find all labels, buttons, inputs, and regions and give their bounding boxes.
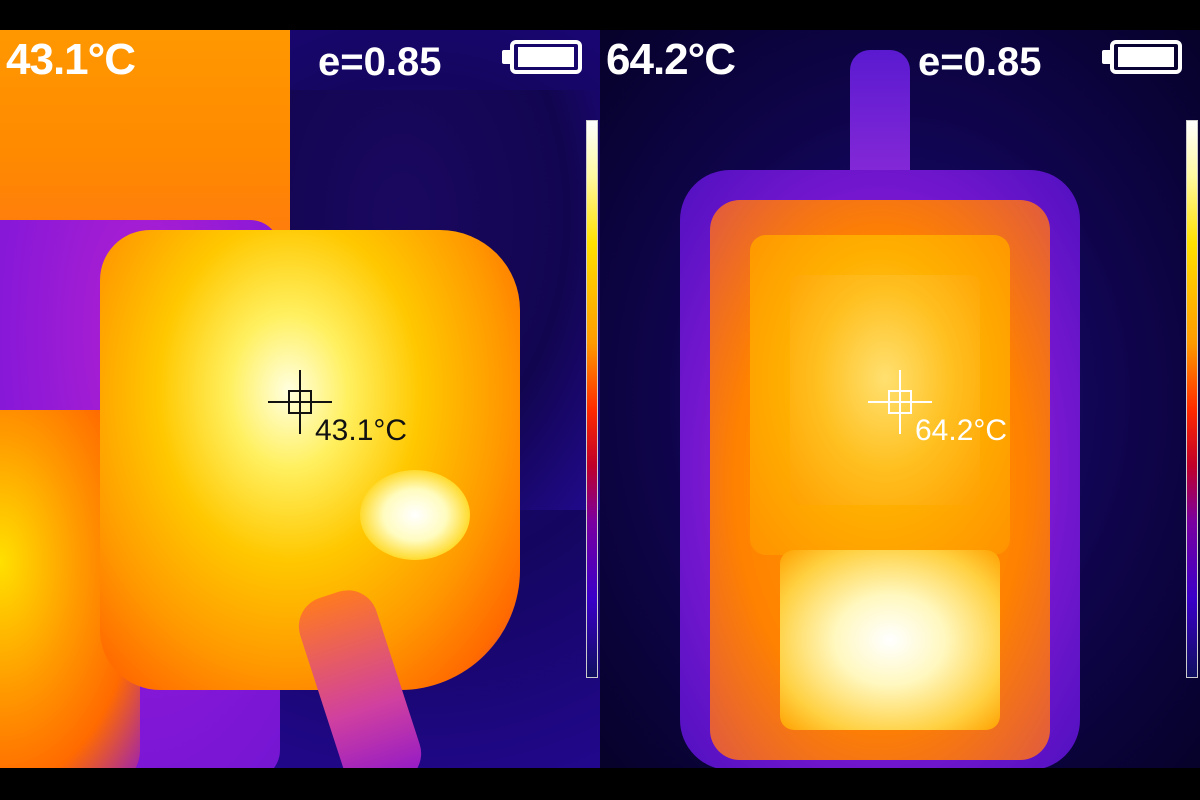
temperature-scale-bar <box>586 120 598 678</box>
spot-temperature-label: 43.1°C <box>315 414 408 447</box>
spot-temperature-label: 64.2°C <box>915 414 1008 447</box>
emissivity-value: e=0.85 <box>318 40 442 84</box>
crosshair-icon <box>868 370 932 434</box>
thermal-view-right: 64.2°C e=0.85 64.2°C <box>600 30 1200 768</box>
battery-icon <box>502 40 582 74</box>
temperature-readout: 43.1°C <box>6 35 136 84</box>
temperature-readout: 64.2°C <box>606 35 736 84</box>
thermal-view-left: 43.1°C e=0.85 43.1°C <box>0 30 600 768</box>
temperature-scale-bar <box>1186 120 1198 678</box>
crosshair-icon <box>268 370 332 434</box>
emissivity-value: e=0.85 <box>918 40 1042 84</box>
thermal-image-left <box>0 30 600 768</box>
battery-icon <box>1102 40 1182 74</box>
